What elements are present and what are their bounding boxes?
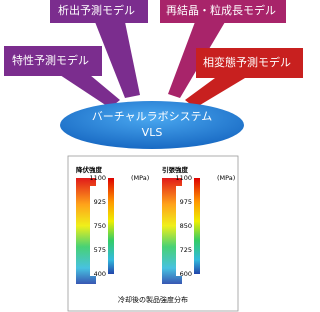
colorbar-label: 850 xyxy=(180,222,192,230)
system-ellipse xyxy=(60,101,244,149)
panel-title: 降伏強度 xyxy=(76,165,103,174)
diagram: 特性予測モデル 析出予測モデル 再結晶・粒成長モデル 相変態予測モデル バーチャ… xyxy=(0,0,303,312)
colorbar-label: 575 xyxy=(94,246,106,254)
model-label: 相変態予測モデル xyxy=(203,55,291,69)
colorbar-label: 1100 xyxy=(89,174,106,182)
figure-caption: 冷却後の製品強度分布 xyxy=(118,295,188,304)
panel-title: 引張強度 xyxy=(162,165,189,174)
system-abbr: VLS xyxy=(142,126,163,139)
colorbar-unit: (MPa) xyxy=(217,174,235,182)
colorbar-unit: (MPa) xyxy=(131,174,149,182)
colorbar-label: 1100 xyxy=(175,174,192,182)
colorbar-label: 975 xyxy=(180,198,192,206)
colorbar-label: 725 xyxy=(180,246,192,254)
arrow xyxy=(60,75,120,108)
colorbar-label: 600 xyxy=(180,270,192,278)
model-label: 特性予測モデル xyxy=(12,53,89,67)
colorbar-label: 925 xyxy=(94,198,106,206)
model-label: 析出予測モデル xyxy=(58,3,135,17)
model-label: 再結晶・粒成長モデル xyxy=(166,3,276,17)
system-name: バーチャルラボシステム xyxy=(92,110,213,123)
arrow xyxy=(185,78,245,108)
colorbar xyxy=(194,178,200,274)
colorbar-label: 400 xyxy=(94,270,106,278)
colorbar xyxy=(108,178,114,274)
colorbar-label: 750 xyxy=(94,222,106,230)
